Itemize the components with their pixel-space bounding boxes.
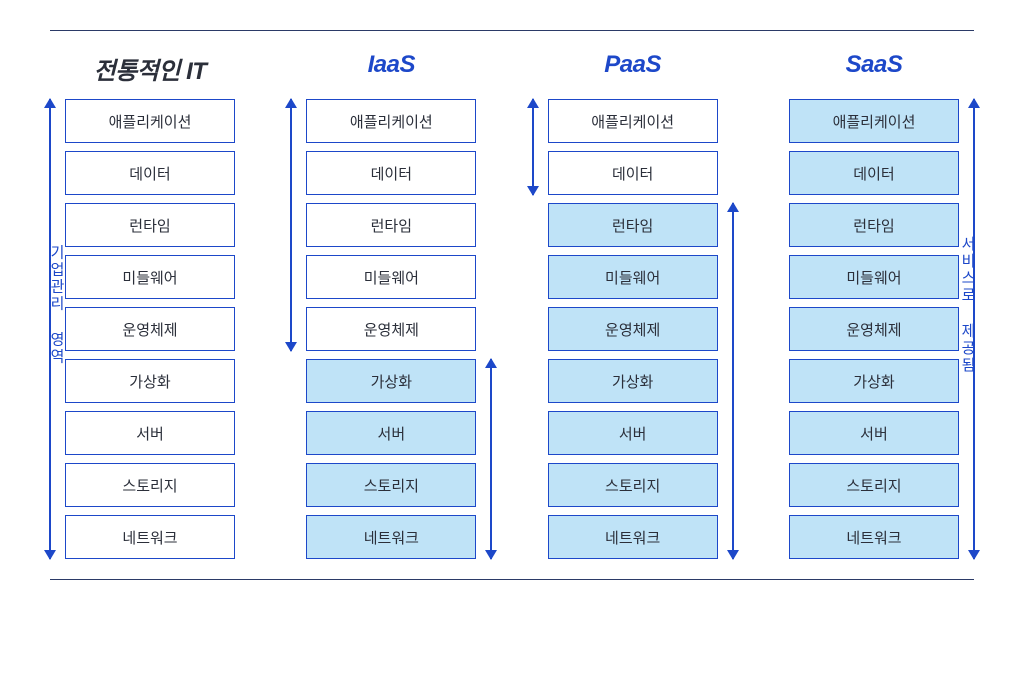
layer-storage: 스토리지 [548,463,718,507]
column-iaas: IaaS 애플리케이션 데이터 런타임 미들웨어 운영체제 가상화 서버 스토리… [291,51,491,559]
layer-virtualization: 가상화 [789,359,959,403]
layer-application: 애플리케이션 [548,99,718,143]
column-paas: PaaS 애플리케이션 데이터 런타임 미들웨어 운영체제 가상화 서버 스토리… [533,51,733,559]
stack-paas: 애플리케이션 데이터 런타임 미들웨어 운영체제 가상화 서버 스토리지 네트워… [548,99,718,559]
column-title-traditional: 전통적인 IT [94,51,207,81]
bottom-rule [50,579,974,580]
layer-middleware: 미들웨어 [306,255,476,299]
column-traditional: 전통적인 IT 애플리케이션 데이터 런타임 미들웨어 운영체제 가상화 서버 … [50,51,250,559]
provided-arrow-iaas [490,359,492,559]
layer-network: 네트워크 [65,515,235,559]
layer-application: 애플리케이션 [789,99,959,143]
layer-os: 운영체제 [65,307,235,351]
layer-server: 서버 [65,411,235,455]
column-title-paas: PaaS [604,51,661,81]
layer-network: 네트워크 [789,515,959,559]
column-title-saas: SaaS [846,51,903,81]
layer-application: 애플리케이션 [65,99,235,143]
managed-arrow-iaas [290,99,292,351]
stack-iaas: 애플리케이션 데이터 런타임 미들웨어 운영체제 가상화 서버 스토리지 네트워… [306,99,476,559]
layer-runtime: 런타임 [65,203,235,247]
layer-server: 서버 [548,411,718,455]
layer-runtime: 런타임 [789,203,959,247]
layer-middleware: 미들웨어 [548,255,718,299]
layer-middleware: 미들웨어 [789,255,959,299]
managed-arrow-paas [532,99,534,195]
stack-traditional: 애플리케이션 데이터 런타임 미들웨어 운영체제 가상화 서버 스토리지 네트워… [65,99,235,559]
layer-os: 운영체제 [548,307,718,351]
column-title-iaas: IaaS [368,51,415,81]
layer-storage: 스토리지 [789,463,959,507]
stack-saas: 애플리케이션 데이터 런타임 미들웨어 운영체제 가상화 서버 스토리지 네트워… [789,99,959,559]
managed-arrow-traditional [49,99,51,559]
layer-data: 데이터 [65,151,235,195]
column-saas: SaaS 애플리케이션 데이터 런타임 미들웨어 운영체제 가상화 서버 스토리… [774,51,974,559]
layer-network: 네트워크 [306,515,476,559]
layer-os: 운영체제 [789,307,959,351]
layer-network: 네트워크 [548,515,718,559]
layer-data: 데이터 [789,151,959,195]
layer-server: 서버 [789,411,959,455]
layer-runtime: 런타임 [306,203,476,247]
layer-virtualization: 가상화 [306,359,476,403]
cloud-service-models-diagram: 기업관리 영역 서비스로 제공됨 전통적인 IT 애플리케이션 데이터 런타임 … [50,31,974,579]
layer-virtualization: 가상화 [65,359,235,403]
layer-runtime: 런타임 [548,203,718,247]
layer-data: 데이터 [548,151,718,195]
layer-middleware: 미들웨어 [65,255,235,299]
layer-application: 애플리케이션 [306,99,476,143]
layer-virtualization: 가상화 [548,359,718,403]
provided-arrow-saas [973,99,975,559]
layer-data: 데이터 [306,151,476,195]
layer-storage: 스토리지 [65,463,235,507]
layer-storage: 스토리지 [306,463,476,507]
provided-arrow-paas [732,203,734,559]
layer-server: 서버 [306,411,476,455]
layer-os: 운영체제 [306,307,476,351]
